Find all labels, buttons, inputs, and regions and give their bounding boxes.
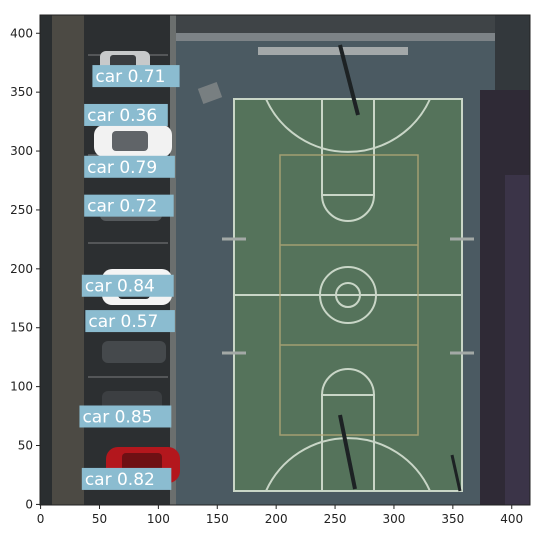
detection-label: car 0.82 [85, 470, 155, 490]
aerial-image [40, 15, 530, 505]
detection-label-bg [85, 310, 175, 333]
y-tick-label: 150 [10, 321, 33, 335]
x-tick-label: 0 [37, 512, 45, 526]
detection-label: car 0.72 [87, 197, 157, 217]
axes-frame [39, 14, 531, 506]
x-tick-label: 150 [206, 512, 229, 526]
detections-layer: car 0.82 car 0.85 car 0.57 car 0.84 car 0.72… [79, 65, 180, 490]
x-tick-label: 350 [441, 512, 464, 526]
detection-label-bg [81, 274, 174, 297]
x-tick-label: 250 [324, 512, 347, 526]
y-axis: 0 50 100 150 200 250 300 350 400 [10, 26, 40, 511]
y-tick-label: 50 [18, 439, 33, 453]
x-tick-label: 100 [147, 512, 170, 526]
x-tick-label: 200 [265, 512, 288, 526]
detection-label: car 0.71 [95, 67, 165, 87]
y-tick-label: 350 [10, 85, 33, 99]
y-tick-label: 100 [10, 380, 33, 394]
y-tick-label: 400 [10, 26, 33, 40]
detection-label: car 0.57 [88, 312, 158, 332]
y-tick-label: 200 [10, 262, 33, 276]
detection-label-bg [84, 194, 174, 217]
detection-label-bg [92, 65, 180, 88]
detection-label-bg [84, 103, 168, 126]
x-axis: 0 50 100 150 200 250 300 350 400 [37, 505, 523, 526]
detection-label-bg [79, 405, 172, 428]
x-tick-label: 50 [92, 512, 107, 526]
x-tick-label: 400 [500, 512, 523, 526]
x-tick-label: 300 [383, 512, 406, 526]
detection-label: car 0.79 [87, 158, 157, 178]
detection-label-bg [84, 155, 175, 178]
y-tick-label: 0 [25, 497, 33, 511]
detection-label: car 0.36 [87, 106, 157, 126]
plot-area: car 0.82 car 0.85 car 0.57 car 0.84 car 0.72… [40, 15, 530, 505]
y-tick-label: 250 [10, 203, 33, 217]
detection-label: car 0.84 [85, 277, 155, 297]
detection-label-bg [81, 467, 172, 490]
y-tick-label: 300 [10, 144, 33, 158]
detection-label: car 0.85 [82, 407, 152, 427]
